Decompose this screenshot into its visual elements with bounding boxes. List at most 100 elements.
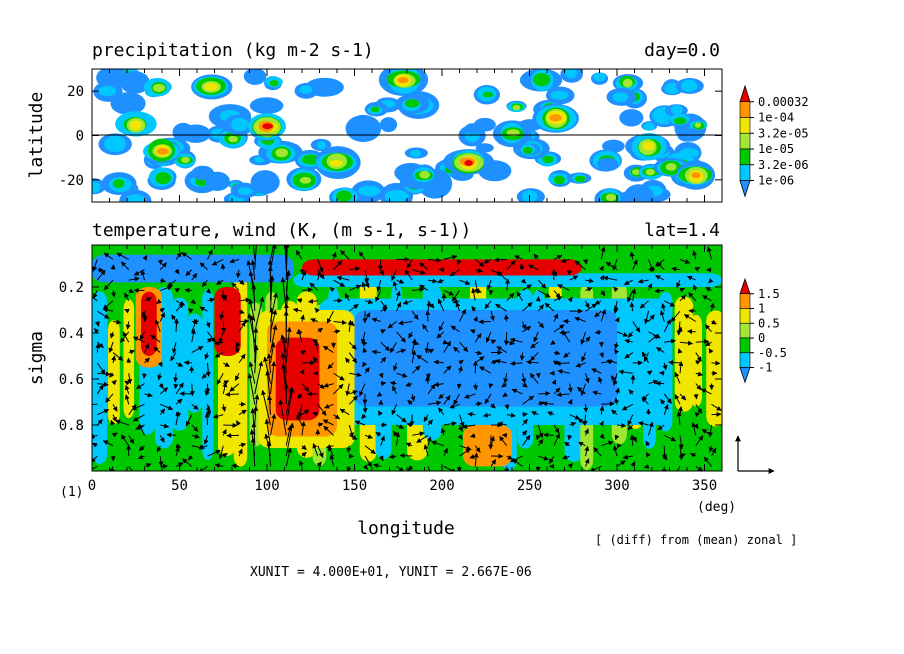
- wind-vector: [648, 421, 654, 436]
- wind-vector: [555, 360, 570, 366]
- temp-band: [202, 289, 214, 460]
- wind-vector: [270, 245, 277, 270]
- wind-vector: [300, 421, 306, 436]
- wind-vector: [475, 350, 483, 356]
- wind-vector: [378, 455, 384, 462]
- wind-vector: [253, 405, 259, 426]
- wind-vector: [191, 345, 204, 353]
- wind-vector: [594, 310, 602, 318]
- precip-feature: [691, 171, 701, 179]
- wind-vector: [584, 445, 590, 457]
- wind-vector: [425, 310, 431, 322]
- wind-vector: [505, 278, 510, 291]
- wind-vector: [503, 331, 509, 346]
- wind-vector: [610, 375, 618, 384]
- colorbar-swatch: [739, 337, 751, 354]
- wind-vector: [160, 277, 166, 283]
- wind-vector: [361, 281, 367, 291]
- wind-vector: [542, 401, 555, 407]
- wind-vector: [405, 442, 413, 448]
- wind-vector: [399, 453, 413, 459]
- wind-vector: [109, 331, 115, 339]
- wind-vector: [663, 319, 671, 333]
- wind-vector: [124, 394, 130, 405]
- wind-vector: [247, 373, 256, 405]
- wind-vector: [560, 258, 570, 264]
- wind-vector: [156, 445, 162, 453]
- wind-vector: [613, 445, 618, 457]
- wind-vector: [538, 391, 551, 397]
- wind-vector: [694, 266, 701, 272]
- precip-cell: [673, 117, 687, 125]
- wind-vector: [218, 445, 224, 460]
- wind-vector: [94, 321, 100, 327]
- wind-vector: [93, 290, 98, 299]
- wind-vector: [156, 298, 162, 304]
- wind-vector: [349, 266, 361, 272]
- wind-vector: [412, 269, 426, 275]
- wind-vector: [490, 435, 495, 446]
- wind-vector: [218, 331, 224, 344]
- wind-vector: [349, 284, 362, 291]
- wind-vector: [676, 279, 681, 288]
- wind-vector: [396, 348, 407, 354]
- wind-vector: [185, 269, 193, 276]
- wind-vector: [475, 288, 482, 294]
- wind-vector: [409, 414, 415, 427]
- wind-vector: [174, 288, 181, 293]
- wind-vector: [643, 463, 650, 469]
- wind-vector: [266, 353, 272, 374]
- wind-vector: [458, 424, 463, 432]
- temp-xlabel: longitude: [357, 518, 455, 539]
- wind-vector: [522, 412, 528, 418]
- wind-vector: [462, 423, 476, 429]
- wind-vector: [529, 372, 539, 384]
- wind-vector: [199, 262, 208, 271]
- wind-vector: [679, 258, 691, 264]
- wind-vector: [645, 440, 651, 447]
- wind-vector: [204, 390, 210, 396]
- wind-vector: [120, 434, 130, 446]
- wind-vector: [253, 344, 259, 374]
- wind-vector: [537, 279, 547, 289]
- precip-feature: [642, 141, 655, 151]
- wind-vector: [207, 297, 215, 303]
- wind-vector: [111, 379, 117, 386]
- precip-cell: [612, 92, 629, 103]
- wind-vector: [396, 424, 405, 429]
- precip-cell: [619, 109, 644, 127]
- wind-vector: [203, 435, 209, 445]
- precip-cell: [336, 190, 352, 202]
- wind-vector: [602, 275, 618, 281]
- wind-vector: [96, 269, 106, 281]
- wind-vector: [611, 409, 618, 416]
- wind-vector: [474, 259, 485, 268]
- wind-vector: [553, 296, 563, 302]
- precip-cell: [593, 72, 606, 82]
- wind-vector: [393, 362, 398, 372]
- wind-vector: [115, 419, 129, 426]
- wind-vector: [175, 446, 180, 457]
- wind-vector: [598, 376, 603, 384]
- wind-vector: [668, 360, 681, 366]
- precip-cell: [596, 157, 619, 171]
- wind-vector: [615, 387, 620, 395]
- precip-cell: [694, 122, 702, 128]
- wind-vector: [695, 465, 704, 471]
- wind-vector: [191, 273, 198, 281]
- colorbar-label: 1.5: [758, 287, 780, 301]
- wind-vector: [333, 414, 341, 420]
- wind-vector: [190, 328, 196, 343]
- precip-ylabel: latitude: [26, 92, 47, 179]
- wind-vector: [387, 321, 397, 329]
- wind-vector: [443, 447, 448, 457]
- wind-vector: [598, 342, 604, 348]
- wind-vector: [301, 270, 307, 281]
- wind-vector: [655, 275, 665, 281]
- wind-vector: [207, 249, 213, 260]
- wind-vector: [371, 317, 381, 323]
- precip-cell: [357, 185, 381, 197]
- precip-cell: [379, 117, 398, 133]
- wind-vector: [538, 290, 551, 298]
- wind-vector: [92, 442, 98, 448]
